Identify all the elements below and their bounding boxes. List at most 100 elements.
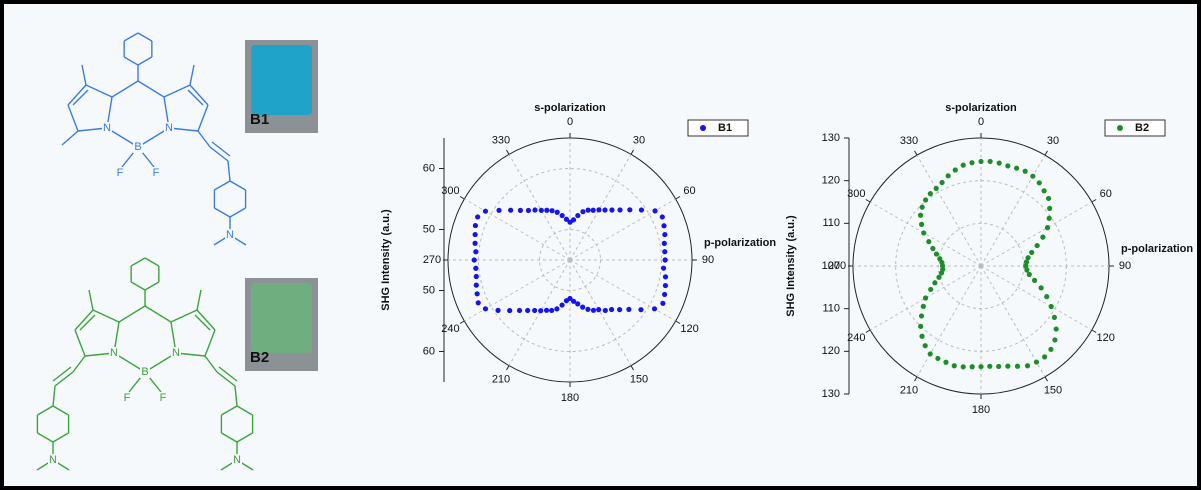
atom-bg — [225, 229, 235, 241]
bond — [227, 160, 231, 182]
bond — [197, 104, 209, 132]
data-point — [662, 282, 669, 289]
data-point — [472, 240, 478, 246]
data-point — [662, 231, 668, 238]
data-point — [475, 214, 481, 220]
y-tick-label: 100 — [822, 260, 840, 272]
bond — [72, 89, 89, 106]
data-point — [507, 307, 513, 314]
data-point — [945, 173, 951, 179]
angle-tick-label: 330 — [900, 135, 918, 147]
angle-tick-label: 150 — [1044, 385, 1062, 397]
data-point — [543, 307, 550, 313]
y-axis-title: SHG Intensity (a.u.) — [785, 215, 797, 317]
data-point — [544, 207, 550, 213]
atom-bg — [158, 392, 168, 404]
data-point — [1031, 277, 1038, 283]
data-point — [923, 197, 929, 203]
data-point — [978, 158, 984, 165]
data-point — [921, 230, 927, 236]
legend-marker — [1117, 125, 1123, 131]
data-point — [1036, 180, 1042, 186]
data-point — [1023, 263, 1029, 269]
data-point — [661, 291, 668, 298]
angle-tick-label: 120 — [680, 323, 698, 335]
angle-tick — [914, 150, 918, 156]
bond — [229, 180, 246, 191]
data-point — [563, 216, 570, 222]
data-point — [933, 185, 939, 192]
bond — [187, 89, 204, 106]
grid-spoke — [569, 154, 632, 261]
sample-film — [251, 283, 312, 353]
data-point — [508, 207, 514, 213]
grid-spoke — [569, 198, 676, 261]
data-point — [559, 212, 565, 219]
data-point — [939, 179, 945, 186]
atom-bg — [151, 167, 161, 179]
data-point — [932, 280, 938, 286]
top-label: s-polarization — [534, 102, 606, 114]
data-point — [1041, 188, 1047, 194]
grid-spoke — [464, 259, 571, 322]
data-point — [1046, 215, 1052, 221]
angle-tick-label: 60 — [1100, 188, 1112, 200]
data-point — [1029, 249, 1035, 256]
data-point — [939, 259, 945, 266]
data-point — [554, 209, 560, 215]
atom-bg — [171, 347, 181, 359]
data-point — [960, 162, 966, 168]
y-tick-label: 130 — [822, 132, 840, 144]
bond — [113, 352, 146, 373]
atom-label: B — [134, 141, 141, 153]
data-point — [1024, 363, 1031, 369]
data-point — [474, 291, 480, 297]
atom-bg — [164, 122, 174, 134]
data-point — [617, 207, 623, 213]
bond — [106, 127, 139, 148]
atom-bg — [48, 454, 58, 466]
data-point — [1022, 168, 1028, 174]
grid-spoke — [569, 259, 632, 366]
data-point — [1014, 165, 1020, 171]
bond — [92, 309, 120, 323]
bond — [216, 371, 236, 387]
atom-bg — [133, 141, 143, 153]
bond — [234, 385, 238, 407]
data-point — [496, 207, 502, 213]
bond — [118, 305, 146, 323]
data-point — [937, 256, 943, 262]
y-axis-title: SHG Intensity (a.u.) — [380, 209, 392, 311]
sample-label: B2 — [250, 349, 269, 366]
bond — [137, 80, 165, 98]
bond — [123, 56, 139, 66]
data-point — [927, 351, 933, 357]
data-point — [580, 304, 586, 310]
angle-tick — [459, 196, 465, 200]
atom-bg — [109, 347, 119, 359]
atom-label: N — [110, 347, 118, 359]
data-point — [969, 364, 975, 370]
data-point — [660, 300, 666, 306]
data-point — [978, 364, 984, 370]
top-label: s-polarization — [945, 102, 1017, 114]
atom-label: N — [226, 229, 234, 241]
data-point — [926, 239, 932, 245]
angle-tick — [1091, 199, 1097, 203]
data-point — [935, 355, 941, 362]
data-point — [517, 207, 523, 213]
bond — [189, 84, 209, 106]
angle-tick — [506, 149, 510, 155]
data-point — [473, 282, 479, 288]
data-point — [596, 307, 602, 313]
bond — [204, 355, 218, 373]
angle-tick-label: 90 — [702, 254, 714, 266]
angle-tick-label: 300 — [847, 188, 865, 200]
bond — [214, 207, 231, 218]
angle-tick — [675, 196, 681, 200]
angle-tick — [1044, 376, 1048, 382]
data-point — [1045, 195, 1052, 202]
atom-bg — [122, 392, 132, 404]
data-point — [602, 307, 608, 314]
